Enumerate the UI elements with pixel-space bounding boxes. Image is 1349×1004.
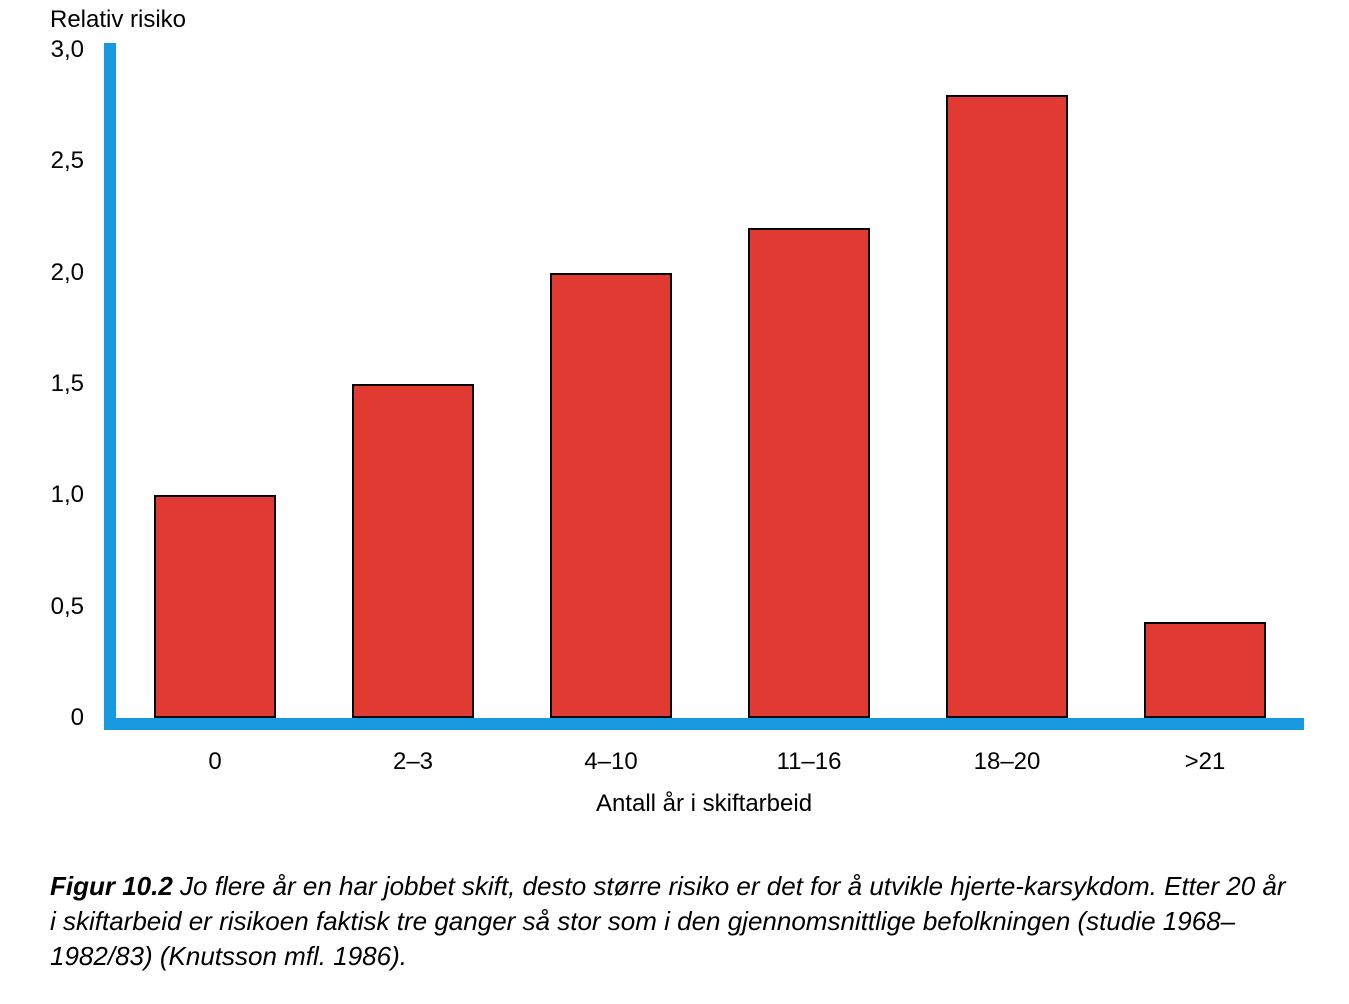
bars-area xyxy=(116,50,1304,718)
bar xyxy=(550,273,673,718)
bar xyxy=(352,384,475,718)
y-tick-label: 1,5 xyxy=(51,370,84,398)
y-tick-label: 3,0 xyxy=(51,36,84,64)
figure-wrap: Relativ risiko Antall år i skiftarbeid 0… xyxy=(0,0,1349,1004)
x-tick-label: 2–3 xyxy=(393,748,433,776)
y-tick-label: 1,0 xyxy=(51,481,84,509)
y-tick-mark xyxy=(104,600,116,614)
y-tick-mark xyxy=(104,488,116,502)
bar xyxy=(748,228,871,718)
bar xyxy=(946,95,1069,718)
x-tick-label: 18–20 xyxy=(974,748,1041,776)
y-tick-label: 0,5 xyxy=(51,593,84,621)
plot-area: Antall år i skiftarbeid 00,51,01,52,02,5… xyxy=(104,50,1304,730)
figure-caption: Figur 10.2 Jo flere år en har jobbet ski… xyxy=(50,869,1289,974)
y-tick-mark xyxy=(104,266,116,280)
x-tick-label: 11–16 xyxy=(777,748,842,776)
x-axis-title: Antall år i skiftarbeid xyxy=(596,790,812,818)
x-axis xyxy=(104,718,1304,730)
y-tick-mark xyxy=(104,377,116,391)
bar xyxy=(154,495,277,718)
y-tick-mark xyxy=(104,154,116,168)
y-tick-label: 0 xyxy=(71,704,84,732)
x-tick-label: 4–10 xyxy=(584,748,637,776)
y-tick-mark xyxy=(104,43,116,57)
x-tick-label: >21 xyxy=(1185,748,1226,776)
y-tick-label: 2,5 xyxy=(51,147,84,175)
y-tick-label: 2,0 xyxy=(51,259,84,287)
y-axis-title: Relativ risiko xyxy=(50,6,186,34)
caption-lead: Figur 10.2 xyxy=(50,871,173,901)
bar xyxy=(1144,622,1267,718)
caption-text: Jo flere år en har jobbet skift, desto s… xyxy=(50,871,1286,971)
x-tick-label: 0 xyxy=(208,748,221,776)
